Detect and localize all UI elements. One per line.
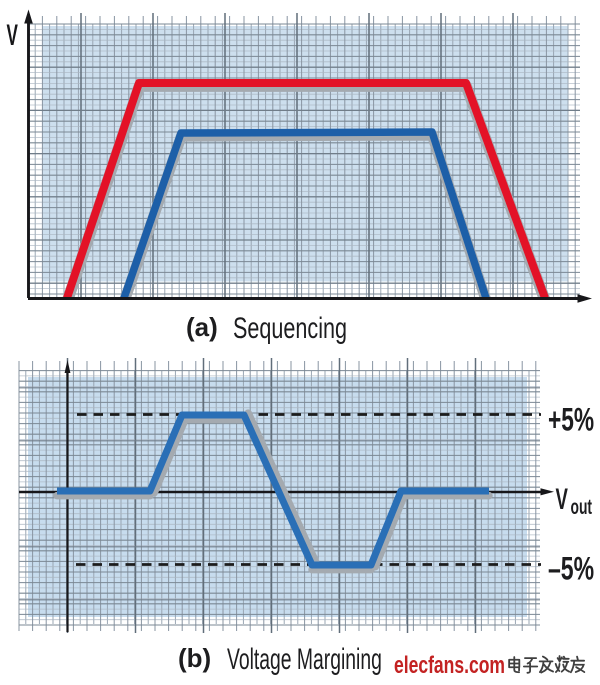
svg-text:out: out [571, 495, 593, 519]
svg-text:(a): (a) [186, 312, 218, 342]
svg-text:–5%: –5% [548, 551, 594, 587]
svg-text:V: V [556, 483, 569, 517]
svg-text:Sequencing: Sequencing [233, 310, 347, 344]
svg-text:V: V [7, 19, 19, 52]
svg-text:+5%: +5% [548, 402, 594, 438]
svg-text:(b): (b) [178, 643, 211, 673]
svg-text:Voltage Margining: Voltage Margining [227, 643, 382, 676]
svg-text:elecfans.com: elecfans.com [394, 652, 505, 678]
